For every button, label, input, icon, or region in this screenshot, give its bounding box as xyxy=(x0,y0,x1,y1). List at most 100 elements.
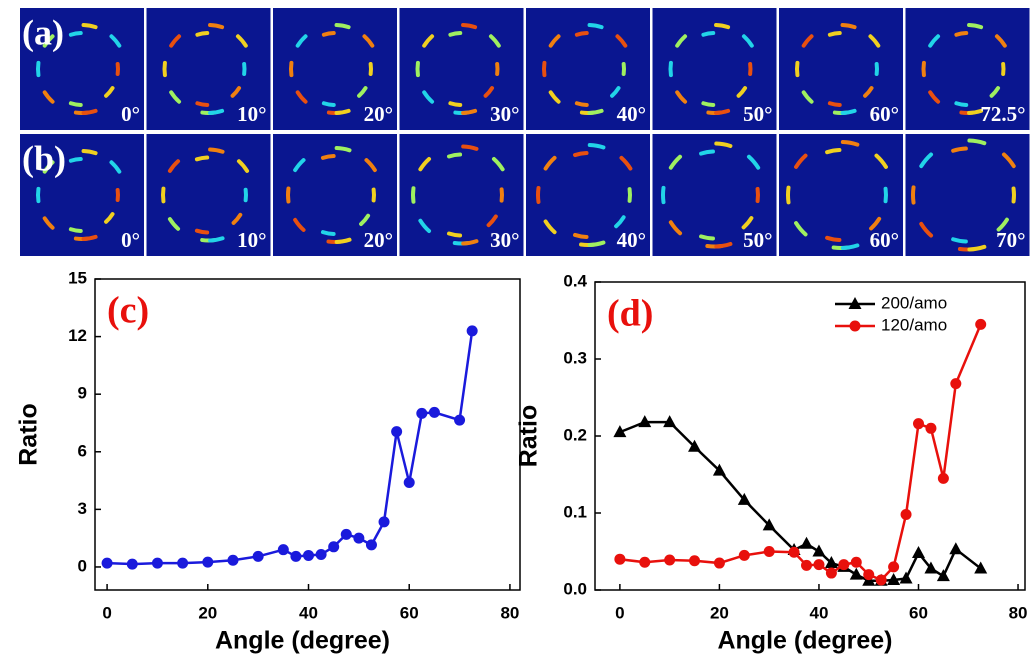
y-tick-label: 0 xyxy=(78,556,87,575)
diffraction-arc xyxy=(235,34,248,48)
diffraction-arc xyxy=(195,101,210,107)
diffraction-arc xyxy=(81,108,98,115)
series-line xyxy=(619,420,982,583)
diffraction-arc xyxy=(448,101,463,107)
angle-label: 40° xyxy=(617,228,646,252)
data-point xyxy=(763,546,775,557)
diffraction-arc xyxy=(954,101,969,107)
diffraction-arc xyxy=(967,244,987,252)
diffraction-arc xyxy=(801,90,814,104)
diffraction-arc xyxy=(619,155,633,171)
plot-frame xyxy=(94,278,521,591)
diffraction-arc xyxy=(68,157,83,163)
data-point xyxy=(353,532,365,544)
diffraction-arc xyxy=(362,34,375,48)
diffraction-arc xyxy=(320,230,336,236)
series-line xyxy=(619,323,982,582)
angle-label: 10° xyxy=(237,102,266,126)
diffraction-arc xyxy=(786,185,791,205)
diffraction-arc xyxy=(446,231,463,238)
diffraction-arc xyxy=(1001,152,1016,169)
data-point xyxy=(900,509,912,521)
diffraction-arc xyxy=(293,158,306,173)
diffraction-arc xyxy=(794,221,808,237)
diffraction-arc xyxy=(109,34,122,48)
diffraction-arc xyxy=(574,101,589,107)
diffraction-arc xyxy=(874,153,888,169)
diffraction-arc xyxy=(868,34,881,48)
diffraction-arc xyxy=(967,108,984,115)
diffraction-arc xyxy=(446,152,463,159)
y-tick-label: 0.4 xyxy=(563,271,587,290)
data-point xyxy=(950,378,962,390)
diffraction-arc xyxy=(801,34,814,48)
angle-label: 50° xyxy=(743,102,772,126)
y-tick-label: 0.2 xyxy=(563,425,587,444)
angle-label: 40° xyxy=(617,102,646,126)
data-point xyxy=(613,425,627,438)
angle-label: 70° xyxy=(996,228,1025,252)
data-point xyxy=(888,561,900,573)
pattern-image xyxy=(526,8,650,130)
data-point xyxy=(825,567,837,579)
data-point xyxy=(614,553,626,565)
diffraction-arc xyxy=(869,216,882,231)
diffraction-arc xyxy=(491,156,505,172)
diffraction-arc xyxy=(967,138,987,146)
legend-marker xyxy=(849,320,861,332)
data-point xyxy=(315,548,327,560)
diffraction-arc xyxy=(334,146,352,153)
data-point xyxy=(328,541,340,553)
data-point xyxy=(824,556,838,569)
angle-label: 20° xyxy=(364,102,393,126)
x-tick-label: 40 xyxy=(299,603,318,622)
diffraction-arc xyxy=(610,86,621,98)
diffraction-arc xyxy=(827,31,842,37)
pattern-image xyxy=(905,134,1030,256)
data-point xyxy=(925,422,937,434)
diffraction-arc xyxy=(825,235,842,242)
diffraction-arc xyxy=(169,34,182,48)
data-point xyxy=(466,325,478,337)
diffraction-arc xyxy=(573,232,589,239)
diffraction-arc xyxy=(109,160,122,174)
diffraction-arc xyxy=(364,158,377,173)
x-tick-label: 20 xyxy=(710,603,729,622)
x-tick-label: 20 xyxy=(198,603,217,622)
diffraction-arc xyxy=(320,154,336,160)
diffraction-arc xyxy=(919,221,934,238)
diffraction-arc xyxy=(668,154,683,170)
pattern-image xyxy=(905,8,1030,130)
data-point xyxy=(403,476,415,488)
data-point xyxy=(303,549,315,561)
data-point xyxy=(813,559,825,571)
diffraction-arc xyxy=(548,34,561,48)
angle-label: 30° xyxy=(490,228,519,252)
diffraction-arc xyxy=(208,108,225,115)
data-point xyxy=(911,546,925,559)
data-point xyxy=(812,544,826,557)
diffraction-arc xyxy=(928,90,941,104)
diffraction-arc xyxy=(543,219,557,235)
data-point xyxy=(365,539,377,551)
diffraction-arc xyxy=(81,23,98,30)
pattern-image xyxy=(779,134,903,256)
data-point xyxy=(101,557,113,569)
diffraction-arc xyxy=(573,151,589,158)
diffraction-arc xyxy=(42,160,55,174)
diffraction-arc xyxy=(418,218,432,234)
data-point xyxy=(838,559,850,571)
diffraction-arc xyxy=(208,147,225,154)
data-point xyxy=(663,415,677,428)
diffraction-arc xyxy=(701,31,716,37)
diffraction-arc xyxy=(295,34,308,48)
diffraction-arc xyxy=(543,155,557,171)
data-point xyxy=(712,463,726,476)
diffraction-arc xyxy=(169,90,182,104)
diffraction-arc xyxy=(422,90,435,104)
diffraction-arc xyxy=(699,234,715,241)
diffraction-arc xyxy=(208,23,225,30)
angle-label: 0° xyxy=(121,228,140,252)
data-point xyxy=(863,569,875,581)
data-point xyxy=(428,406,440,418)
